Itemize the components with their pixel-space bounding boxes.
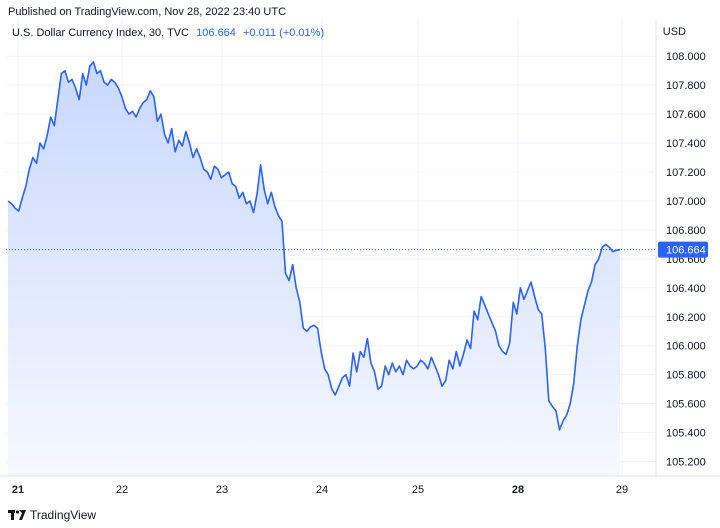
footer-brand-text: TradingView [30, 508, 97, 522]
x-tick-label: 24 [316, 484, 328, 496]
y-tick-label: 105.400 [666, 428, 706, 440]
price-chart[interactable]: 105.200 105.400 105.600 105.800 106.000 106.2… [0, 20, 720, 498]
tradingview-logo-icon [8, 510, 26, 520]
series-area [8, 62, 620, 476]
x-tick-label: 21 [12, 484, 24, 496]
y-tick-label: 107.400 [666, 138, 706, 150]
chart-area[interactable]: 105.200 105.400 105.600 105.800 106.000 106.2… [0, 20, 720, 498]
x-tick-label: 29 [616, 484, 628, 496]
x-tick-label: 25 [412, 484, 424, 496]
footer-brand[interactable]: TradingView [8, 508, 96, 522]
y-tick-label: 107.000 [666, 196, 706, 208]
y-tick-label: 106.000 [666, 341, 706, 353]
currency-label: USD [662, 26, 686, 38]
published-caption: Published on TradingView.com, Nov 28, 20… [8, 6, 287, 18]
y-tick-label: 107.600 [666, 109, 706, 121]
chart-legend: U.S. Dollar Currency Index, 30, TVC 106.… [12, 27, 324, 39]
last-price-badge [658, 241, 708, 258]
y-tick-label: 105.200 [666, 457, 706, 469]
legend-change: +0.011 (+0.01%) [242, 27, 325, 39]
y-tick-label: 106.200 [666, 312, 706, 324]
y-tick-label: 105.800 [666, 370, 706, 382]
y-tick-label: 106.800 [666, 225, 706, 237]
y-tick-label: 108.000 [666, 51, 706, 63]
y-tick-label: 107.800 [666, 80, 706, 92]
x-tick-label: 22 [116, 484, 128, 496]
series-line [7, 61, 621, 431]
symbol-name[interactable]: U.S. Dollar Currency Index, 30, TVC [12, 27, 190, 39]
y-tick-label: 107.200 [666, 167, 706, 179]
y-tick-label: 105.600 [666, 399, 706, 411]
legend-price: 106.664 [196, 27, 236, 39]
x-tick-label: 28 [512, 484, 524, 496]
y-tick-label: 106.400 [666, 283, 706, 295]
x-tick-label: 23 [216, 484, 228, 496]
last-price-label: 106.664 [666, 245, 706, 257]
